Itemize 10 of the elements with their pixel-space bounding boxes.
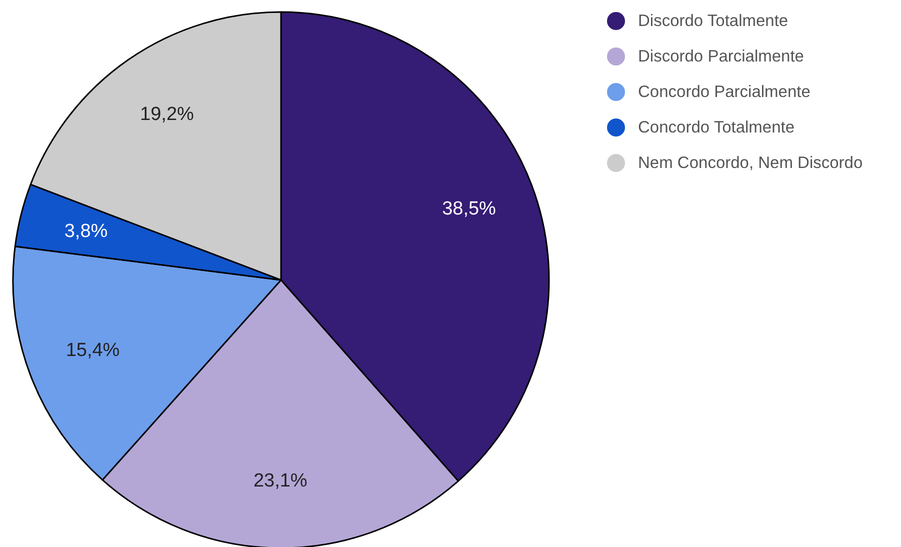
legend-label: Discordo Totalmente bbox=[638, 12, 788, 30]
legend-label: Discordo Parcialmente bbox=[638, 48, 804, 66]
legend-label: Concordo Parcialmente bbox=[638, 83, 810, 101]
data-label: 38,5% bbox=[442, 198, 496, 220]
data-label: 23,1% bbox=[253, 470, 308, 492]
legend-label: Nem Concordo, Nem Discordo bbox=[638, 154, 863, 172]
data-label: 3,8% bbox=[64, 220, 108, 242]
legend-label: Concordo Totalmente bbox=[638, 118, 795, 136]
data-label: 19,2% bbox=[140, 104, 194, 125]
data-label: 15,4% bbox=[66, 340, 120, 361]
